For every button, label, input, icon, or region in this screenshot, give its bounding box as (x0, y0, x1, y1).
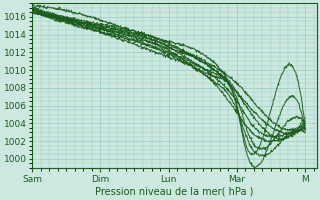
X-axis label: Pression niveau de la mer( hPa ): Pression niveau de la mer( hPa ) (95, 187, 253, 197)
